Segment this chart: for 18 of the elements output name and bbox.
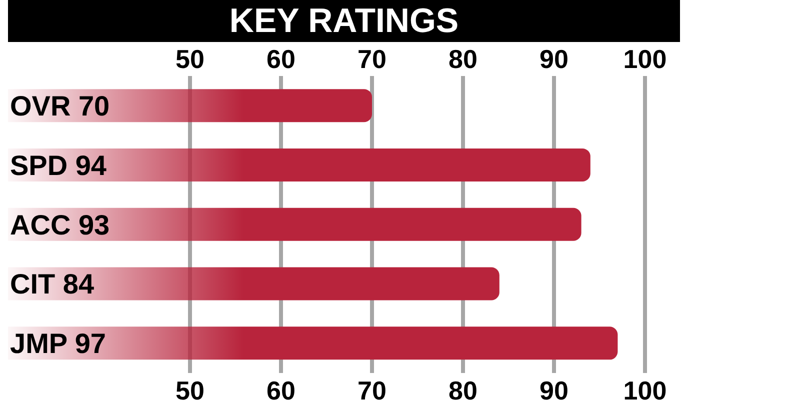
x2-tick-label: 70 xyxy=(358,44,386,74)
x2-tick-label: 100 xyxy=(623,44,667,74)
x-tick-label: 60 xyxy=(266,375,296,406)
y-tick-label: SPD 94 xyxy=(10,150,107,181)
x2-tick-label: 90 xyxy=(540,44,568,74)
x2-tick-label: 60 xyxy=(266,44,296,74)
x-tick-label: 50 xyxy=(176,375,204,406)
x2-tick-label: 80 xyxy=(448,44,478,74)
chart-title: KEY RATINGS xyxy=(8,0,680,42)
y-tick-label: OVR 70 xyxy=(10,90,110,122)
x-tick-label: 90 xyxy=(540,375,568,406)
x-tick-label: 70 xyxy=(358,375,386,406)
x-tick-label: 80 xyxy=(448,375,478,406)
y-tick-label: JMP 97 xyxy=(10,328,106,360)
y-tick-label: CIT 84 xyxy=(10,268,94,300)
x2-tick-label: 50 xyxy=(176,44,204,74)
y-tick-label: ACC 93 xyxy=(10,209,110,240)
x-tick-label: 100 xyxy=(623,375,667,406)
